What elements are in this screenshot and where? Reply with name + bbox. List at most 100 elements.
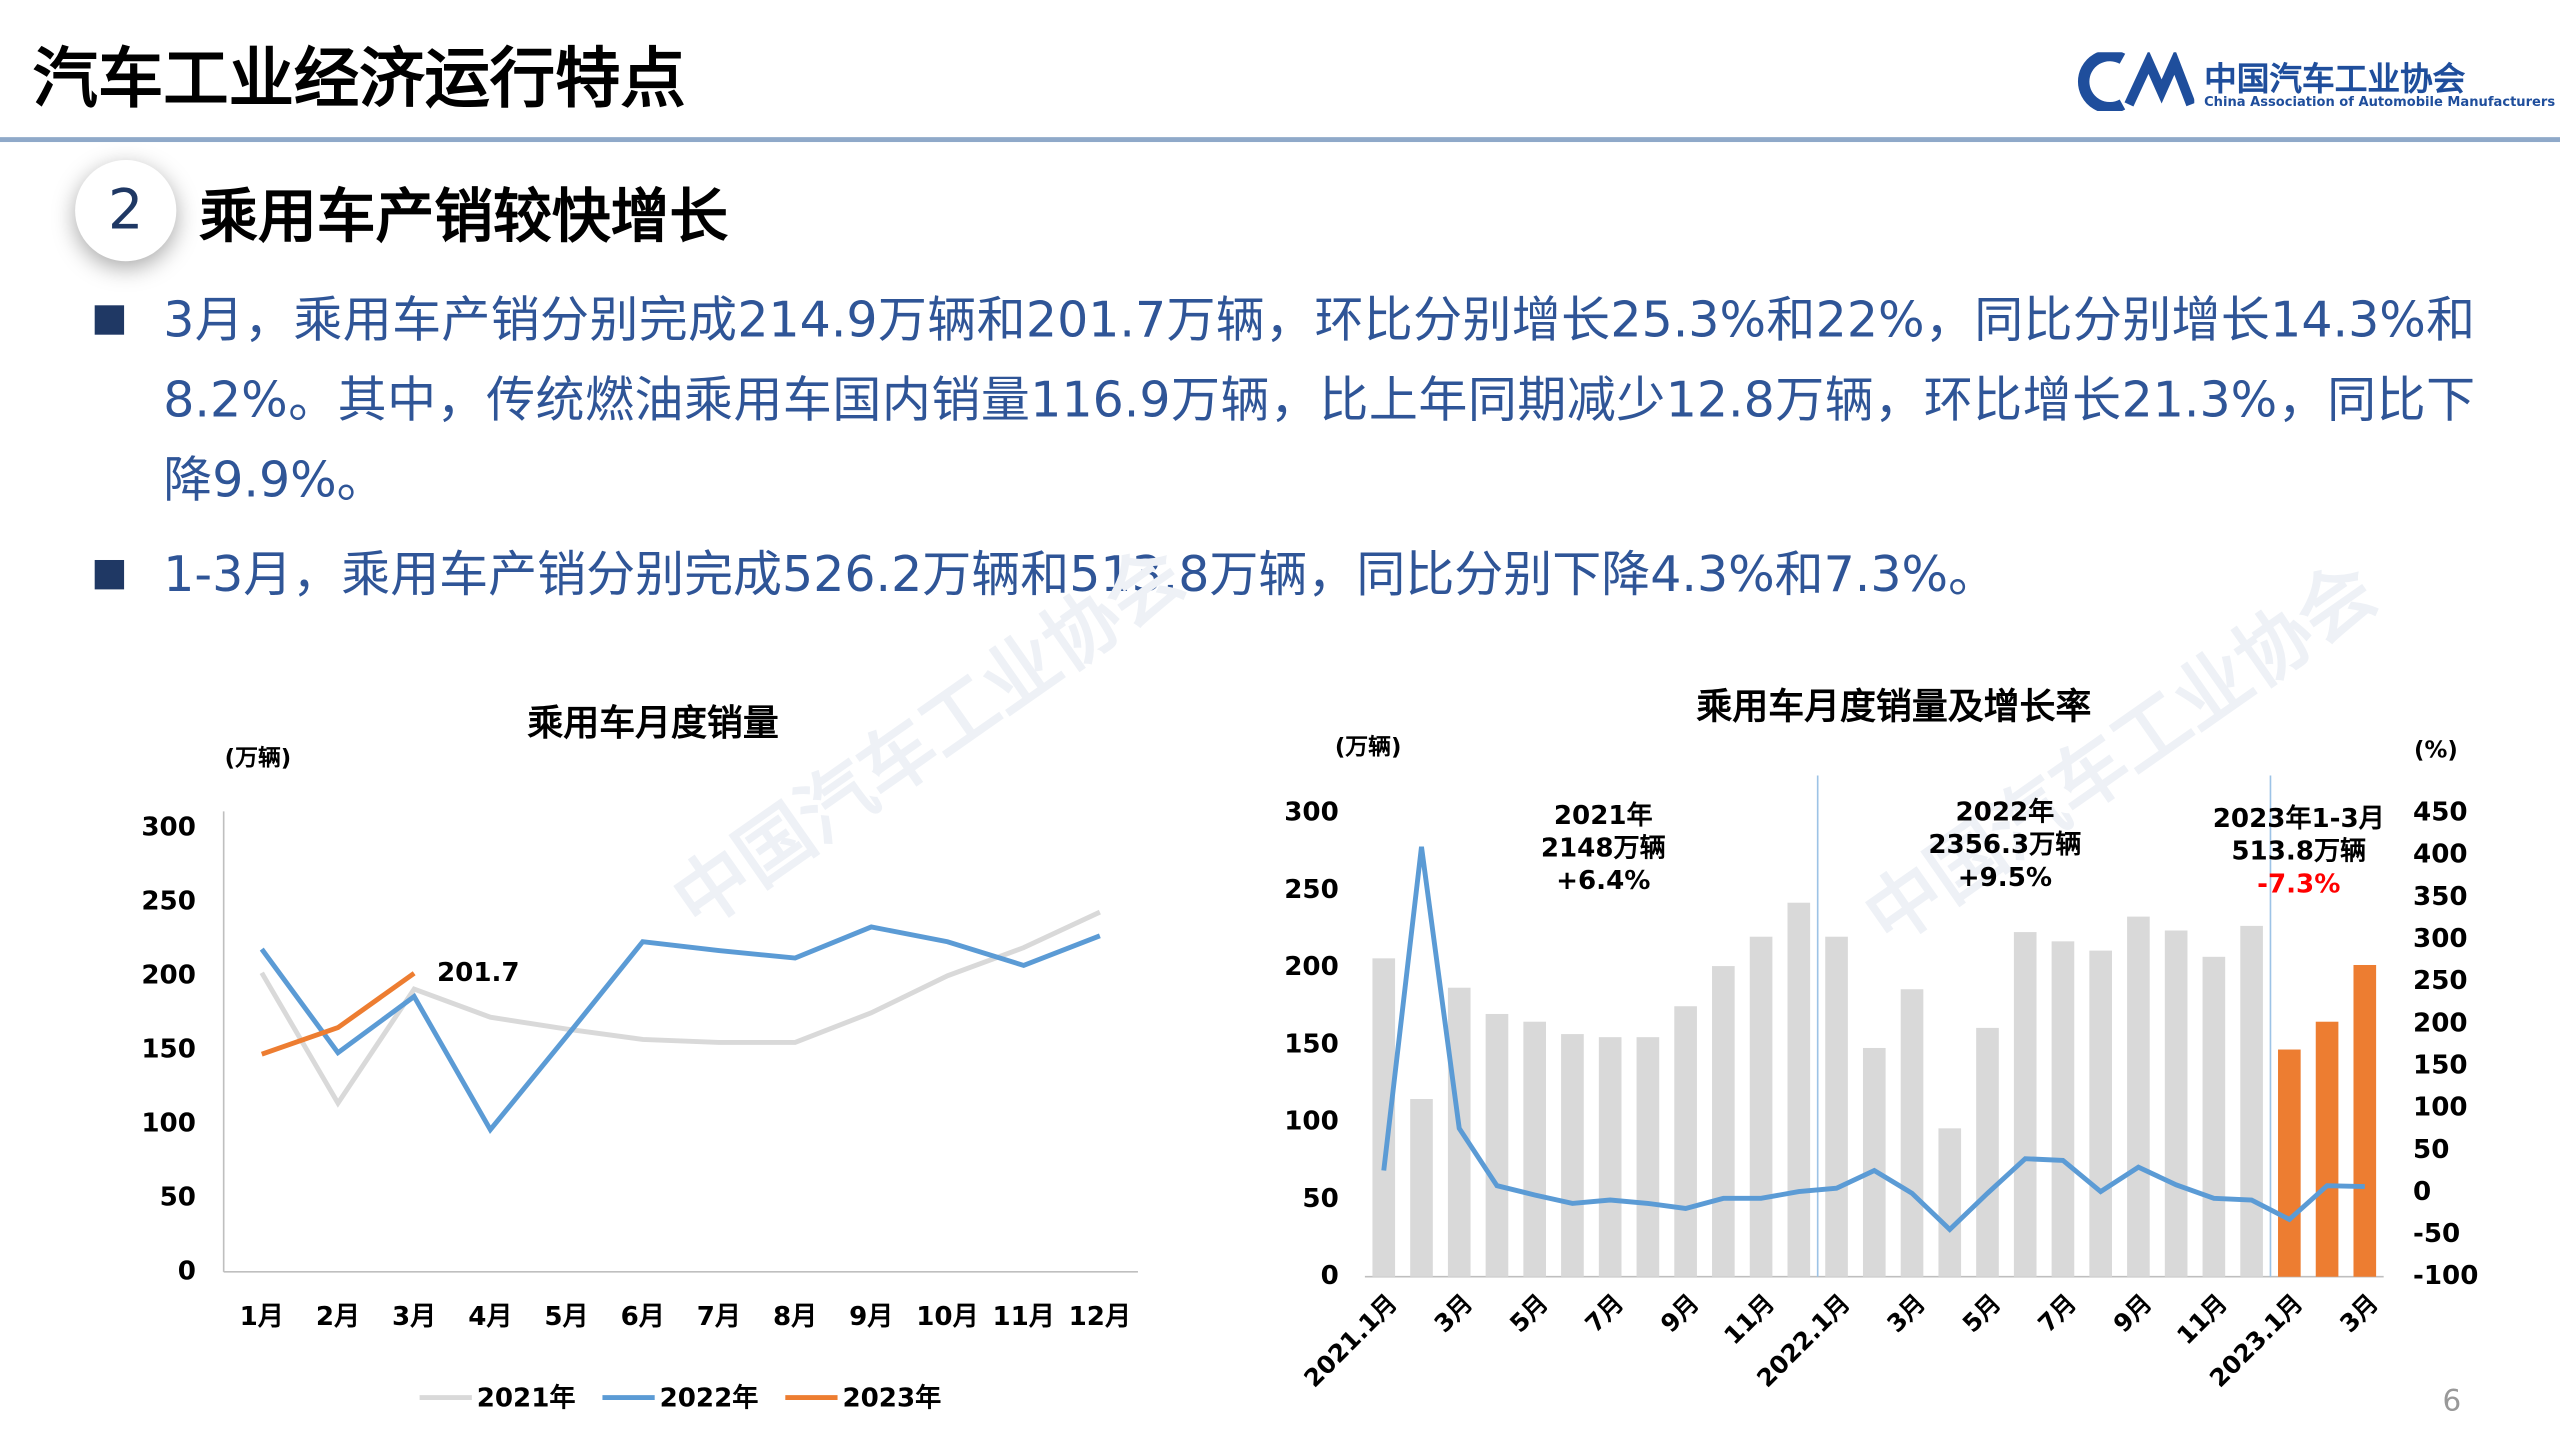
y2-tick-label: 0 bbox=[2413, 1177, 2431, 1207]
x-tick-label: 9月 bbox=[1655, 1288, 1705, 1338]
x-tick-label: 12月 bbox=[1069, 1302, 1131, 1332]
bar bbox=[1712, 966, 1735, 1277]
bar bbox=[1787, 902, 1811, 1277]
title: 汽车工业经济运行特点 bbox=[32, 42, 686, 118]
y-tick-label: 200 bbox=[1284, 952, 1339, 982]
x-tick-label: 1月 bbox=[240, 1302, 284, 1332]
bar bbox=[2127, 916, 2150, 1277]
bullet-marker bbox=[94, 559, 125, 590]
y2-tick-label: 450 bbox=[2413, 798, 2468, 828]
line bbox=[259, 909, 1101, 1108]
bar bbox=[2240, 925, 2263, 1277]
bullet-text: 1-3月，乘用车产销分别完成526.2万辆和513.8万辆，同比分别下降4.3%… bbox=[163, 546, 1998, 605]
bar bbox=[1976, 1027, 1999, 1277]
bar bbox=[1674, 1006, 1697, 1277]
y-tick-label: 200 bbox=[141, 960, 196, 990]
axis-label: (万辆) bbox=[1335, 734, 1402, 760]
x-tick-label: 5月 bbox=[1504, 1288, 1554, 1338]
y-tick-label: 0 bbox=[1321, 1261, 1339, 1291]
y2-tick-label: 250 bbox=[2413, 966, 2468, 996]
annotation: +6.4% bbox=[1556, 866, 1650, 896]
annotation: 2022年 bbox=[1956, 797, 2055, 828]
y-tick-label: 150 bbox=[1284, 1029, 1339, 1059]
bar bbox=[1636, 1037, 1660, 1277]
annotation: -7.3% bbox=[2257, 869, 2340, 899]
logo-mark bbox=[2077, 52, 2195, 112]
watermark: 中国汽车工业协会 bbox=[1849, 545, 2392, 962]
bar bbox=[2089, 950, 2112, 1277]
y2-tick-label: 350 bbox=[2413, 882, 2468, 912]
x-tick-label: 7月 bbox=[2032, 1288, 2082, 1338]
bar bbox=[2051, 941, 2075, 1277]
x-tick-label: 11月 bbox=[992, 1302, 1054, 1332]
y2-tick-label: -100 bbox=[2413, 1261, 2478, 1291]
x-tick-label: 11月 bbox=[2171, 1288, 2233, 1350]
x-tick-label: 7月 bbox=[697, 1302, 741, 1332]
legend-label: 2023年 bbox=[842, 1383, 941, 1414]
x-tick-label: 3月 bbox=[1428, 1288, 1478, 1338]
x-tick-label: 2021.1月 bbox=[1298, 1288, 1403, 1393]
header-rule bbox=[0, 137, 2560, 143]
chart-title: 乘用车月度销量 bbox=[527, 703, 778, 744]
bar bbox=[1561, 1034, 1584, 1277]
bar bbox=[2353, 964, 2377, 1277]
bar bbox=[1749, 936, 1773, 1277]
x-tick-label: 11月 bbox=[1718, 1288, 1780, 1350]
annotation: 2356.3万辆 bbox=[1928, 830, 2081, 860]
y-tick-label: 100 bbox=[141, 1108, 196, 1138]
section-badge: 2 bbox=[75, 159, 177, 262]
data-label: 201.7 bbox=[437, 958, 520, 988]
page-number: 6 bbox=[2442, 1384, 2462, 1419]
y-tick-label: 300 bbox=[141, 812, 196, 842]
axis-label: (%) bbox=[2414, 738, 2458, 764]
bar bbox=[1862, 1047, 1886, 1277]
bar bbox=[1372, 958, 1396, 1277]
line bbox=[260, 971, 416, 1057]
y2-tick-label: 200 bbox=[2413, 1008, 2468, 1038]
y2-tick-label: 400 bbox=[2413, 840, 2468, 870]
annotation: 2021年 bbox=[1554, 800, 1653, 831]
y-tick-label: 100 bbox=[1284, 1107, 1339, 1137]
annotation: 513.8万辆 bbox=[2231, 837, 2366, 867]
x-tick-label: 5月 bbox=[544, 1302, 588, 1332]
line bbox=[259, 924, 1101, 1135]
y2-tick-label: 100 bbox=[2413, 1093, 2468, 1123]
annotation: 2023年1-3月 bbox=[2213, 803, 2385, 834]
x-tick-label: 5月 bbox=[1957, 1288, 2007, 1338]
x-tick-label: 4月 bbox=[468, 1302, 512, 1332]
bar bbox=[2164, 930, 2188, 1277]
bullet-text: 3月，乘用车产销分别完成214.9万辆和201.7万辆，环比分别增长25.3%和… bbox=[163, 292, 2476, 510]
x-tick-label: 3月 bbox=[1881, 1288, 1931, 1338]
y2-tick-label: 150 bbox=[2413, 1050, 2468, 1080]
y-tick-label: 250 bbox=[141, 886, 196, 916]
y2-tick-label: -50 bbox=[2413, 1219, 2460, 1249]
y2-tick-label: 300 bbox=[2413, 924, 2468, 954]
bar bbox=[1900, 989, 1924, 1277]
logo-en: China Association of Automobile Manufact… bbox=[2204, 94, 2556, 110]
y-tick-label: 150 bbox=[141, 1034, 196, 1064]
line bbox=[1381, 846, 2365, 1233]
annotation: 2148万辆 bbox=[1541, 833, 1666, 863]
bar bbox=[1598, 1037, 1622, 1277]
x-tick-label: 3月 bbox=[2334, 1288, 2384, 1338]
bullet-marker bbox=[94, 305, 125, 335]
bar bbox=[2278, 1049, 2301, 1277]
y-tick-label: 250 bbox=[1284, 875, 1339, 905]
x-tick-label: 7月 bbox=[1579, 1288, 1629, 1338]
bar bbox=[1938, 1128, 1962, 1277]
bar bbox=[1485, 1013, 1509, 1277]
annotation: +9.5% bbox=[1958, 863, 2052, 893]
bar bbox=[2013, 932, 2037, 1277]
chart-title: 乘用车月度销量及增长率 bbox=[1696, 687, 2091, 728]
x-tick-label: 3月 bbox=[392, 1302, 436, 1332]
section-title: 乘用车产销较快增长 bbox=[199, 184, 729, 252]
axis-label: (万辆) bbox=[225, 746, 292, 772]
x-tick-label: 10月 bbox=[916, 1302, 978, 1332]
logo-cn: 中国汽车工业协会 bbox=[2204, 58, 2466, 98]
bar bbox=[1825, 936, 1848, 1277]
legend-label: 2022年 bbox=[660, 1383, 759, 1414]
bar bbox=[2315, 1021, 2339, 1277]
x-tick-label: 9月 bbox=[2108, 1288, 2158, 1338]
